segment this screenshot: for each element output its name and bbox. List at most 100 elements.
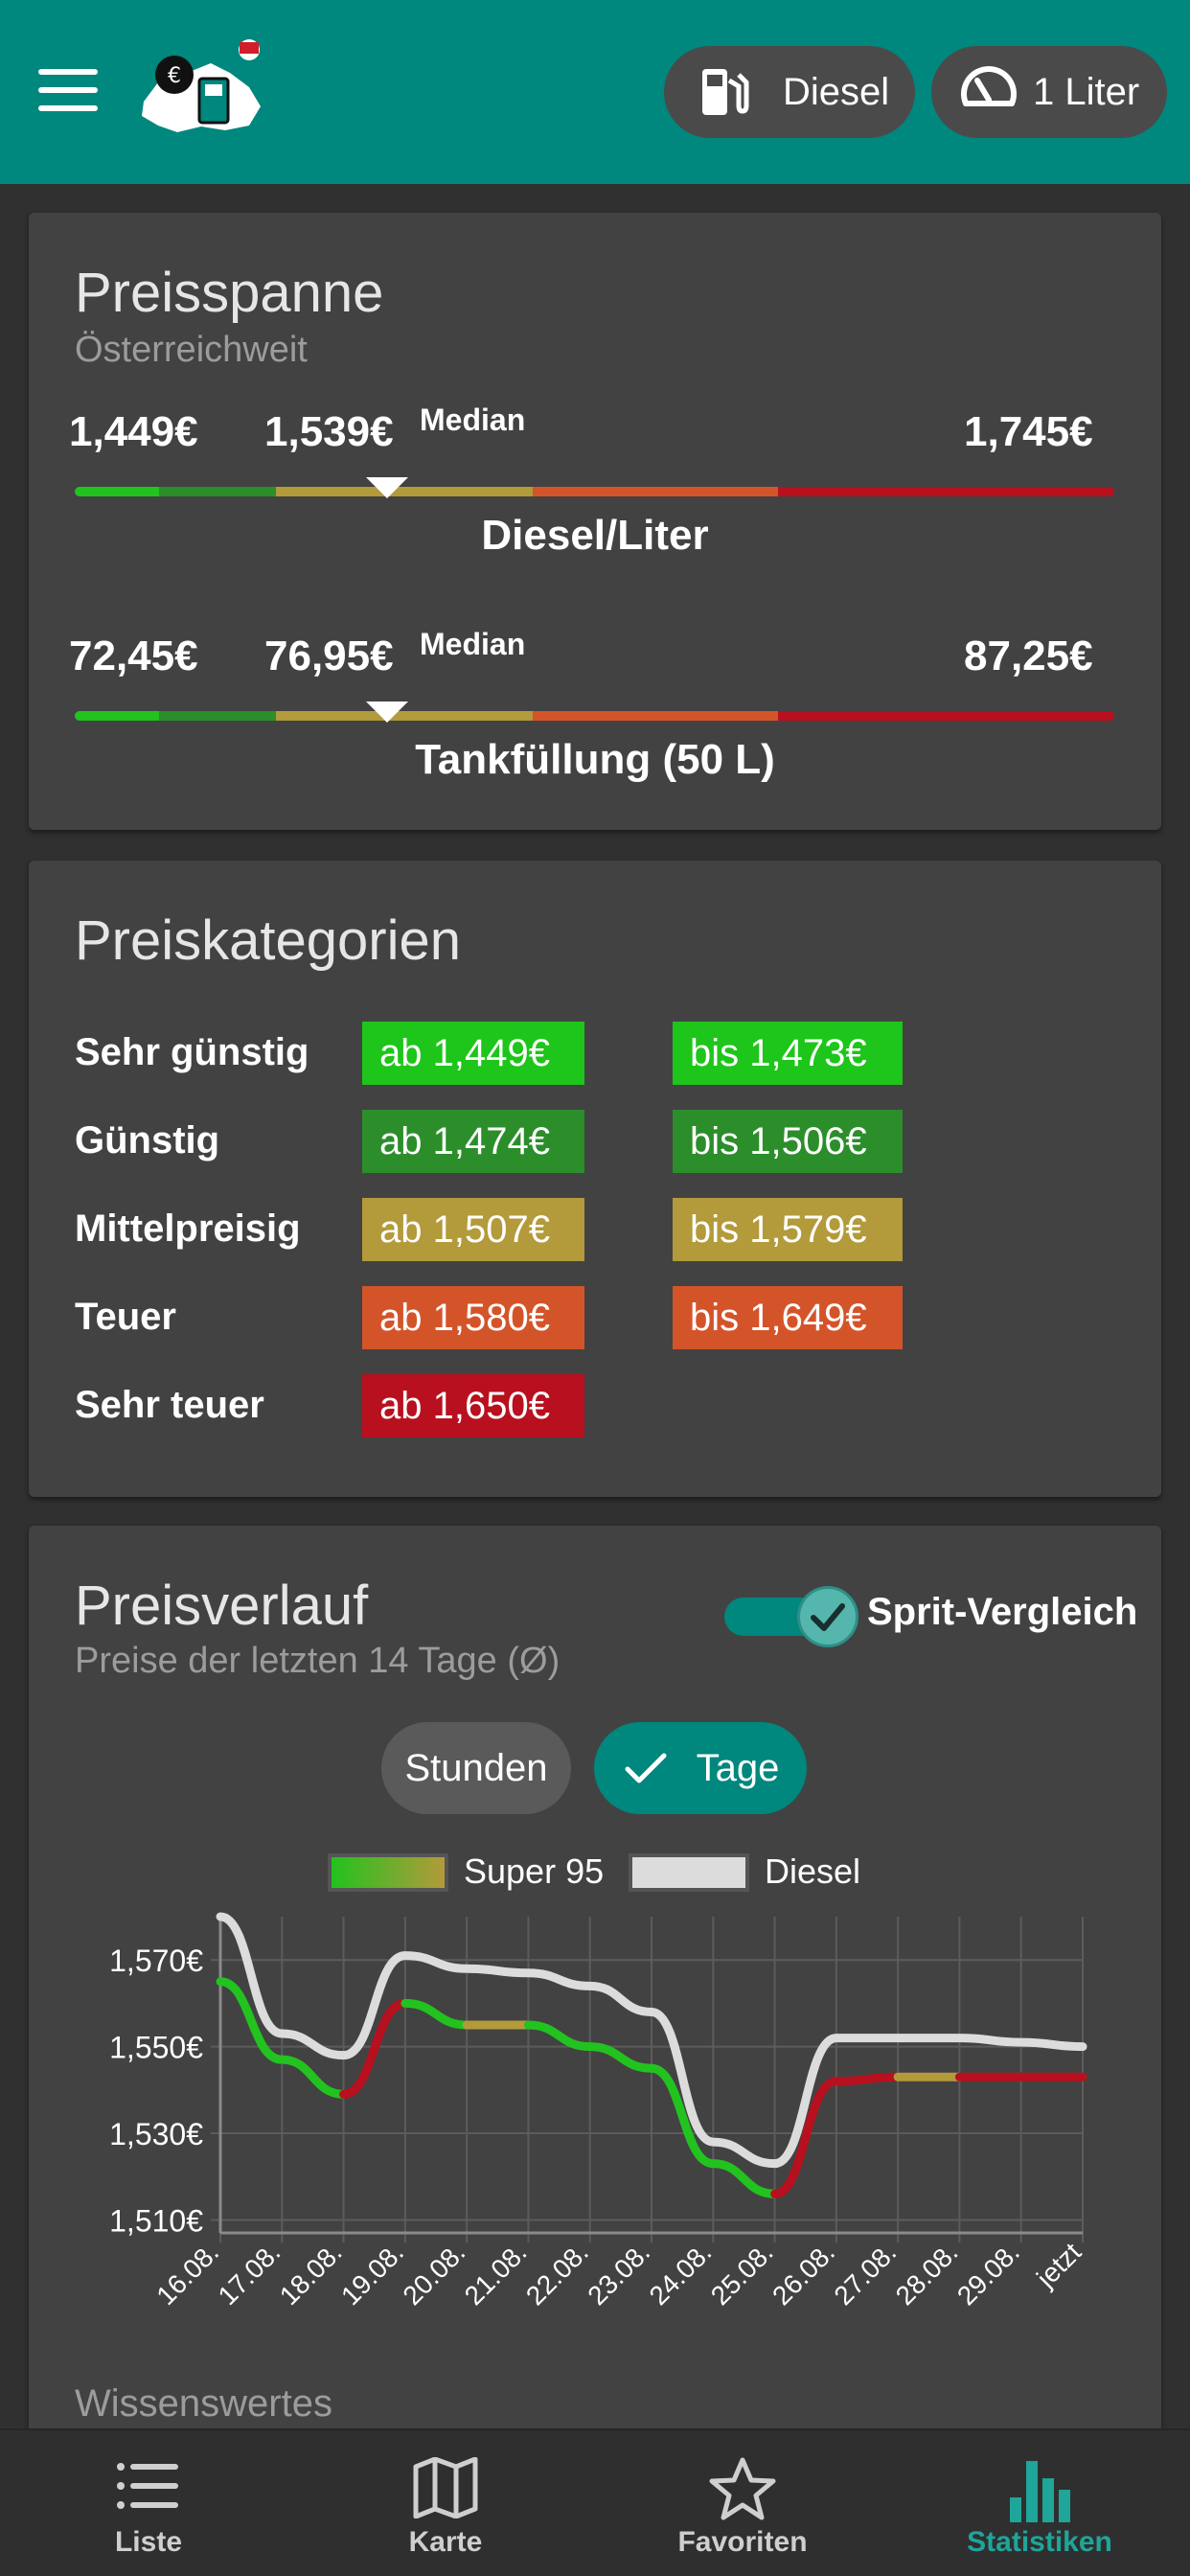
liter-price-bar — [75, 487, 1114, 496]
history-title: Preisverlauf — [75, 1575, 369, 1637]
y-tick-label: 1,570€ — [109, 1944, 203, 1978]
x-tick-label: 21.08. — [459, 2237, 533, 2311]
category-to-chip: bis 1,579€ — [673, 1198, 903, 1261]
check-icon — [625, 1753, 667, 1783]
days-segment-button[interactable]: Tage — [594, 1722, 807, 1814]
price-history-chart: 1,570€ 1,550€ 1,530€ 1,510€16.08.17.08.18.0… — [109, 1912, 1087, 2311]
svg-text:€: € — [168, 64, 181, 88]
x-tick-label: 22.08. — [520, 2237, 594, 2311]
tank-min-price: 72,45€ — [69, 632, 198, 679]
series-line-super95 — [400, 1998, 471, 2030]
category-label: Teuer — [75, 1296, 176, 1338]
category-from-chip: ab 1,474€ — [362, 1110, 584, 1173]
price-span-title: Preisspanne — [75, 262, 384, 324]
fuel-pump-icon — [702, 69, 749, 115]
tank-bar-label: Tankfüllung (50 L) — [415, 736, 775, 783]
y-tick-label: 1,550€ — [109, 2031, 203, 2065]
categories-title: Preiskategorien — [75, 909, 461, 972]
x-tick-label: 28.08. — [890, 2237, 964, 2311]
nav-item-liste[interactable]: Liste — [0, 2430, 297, 2576]
x-tick-label: 17.08. — [213, 2237, 286, 2311]
legend-label-diesel: Diesel — [765, 1852, 861, 1891]
tank-median-price: 76,95€ — [264, 632, 394, 679]
series-line-super95 — [216, 1977, 286, 2064]
x-tick-label: 25.08. — [705, 2237, 779, 2311]
category-label: Sehr günstig — [75, 1031, 309, 1073]
y-tick-label: 1,510€ — [109, 2203, 203, 2238]
unit-selector-button[interactable]: 1 Liter — [931, 46, 1167, 138]
price-span-subtitle: Österreichweit — [75, 330, 308, 370]
liter-bar-label: Diesel/Liter — [481, 512, 709, 559]
check-icon — [811, 1603, 845, 1631]
fuel-compare-toggle[interactable] — [797, 1586, 858, 1647]
category-from-chip: ab 1,507€ — [362, 1198, 584, 1261]
series-line-super95 — [770, 2077, 841, 2198]
x-tick-label: 19.08. — [335, 2237, 409, 2311]
unit-label: 1 Liter — [1033, 70, 1140, 113]
category-label: Sehr teuer — [75, 1384, 264, 1426]
category-to-chip: bis 1,506€ — [673, 1110, 903, 1173]
category-to-chip: bis 1,649€ — [673, 1286, 903, 1349]
fuel-compare-label: Sprit-Vergleich — [867, 1591, 1138, 1633]
nav-label: Liste — [114, 2526, 183, 2558]
x-tick-label: 26.08. — [767, 2237, 840, 2311]
legend-label-super: Super 95 — [464, 1852, 605, 1891]
nav-label: Statistiken — [967, 2526, 1112, 2558]
liter-max-price: 1,745€ — [964, 408, 1093, 455]
category-from-chip: ab 1,580€ — [362, 1286, 584, 1349]
bottom-navigation: Liste Karte Favoriten Statistiken — [0, 2428, 1190, 2576]
x-tick-label: 27.08. — [828, 2237, 902, 2311]
category-from-chip: ab 1,449€ — [362, 1022, 584, 1085]
fuel-selector-button[interactable]: Diesel — [664, 46, 915, 138]
x-tick-label: 23.08. — [582, 2237, 655, 2311]
hours-segment-button[interactable]: Stunden — [381, 1722, 571, 1814]
nav-label: Karte — [408, 2526, 483, 2558]
map-icon — [413, 2457, 478, 2518]
series-line-super95 — [585, 2042, 656, 2073]
price-span-card: Preisspanne Österreichweit 1,449€ 1,539€… — [29, 213, 1161, 830]
tank-median-label: Median — [420, 627, 526, 661]
legend-swatch-diesel — [629, 1853, 749, 1892]
series-line-super95 — [832, 2072, 903, 2086]
nav-label: Favoriten — [677, 2526, 808, 2558]
menu-icon[interactable] — [38, 69, 98, 113]
legend-swatch-super — [328, 1853, 448, 1892]
tank-median-marker — [366, 702, 408, 723]
app-logo: € — [142, 39, 261, 132]
liter-median-label: Median — [420, 402, 526, 437]
speedometer-icon — [961, 66, 1017, 106]
hours-segment-label: Stunden — [404, 1746, 548, 1789]
nav-item-favoriten[interactable]: Favoriten — [594, 2430, 891, 2576]
nav-item-statistiken[interactable]: Statistiken — [891, 2430, 1188, 2576]
fuel-label: Diesel — [783, 70, 890, 113]
list-icon — [117, 2463, 178, 2509]
series-line-super95 — [523, 2020, 595, 2052]
tank-max-price: 87,25€ — [964, 632, 1093, 679]
series-line-super95 — [708, 2159, 780, 2198]
category-from-chip: ab 1,650€ — [362, 1374, 584, 1438]
x-tick-label: 29.08. — [951, 2237, 1025, 2311]
category-label: Mittelpreisig — [75, 1208, 301, 1250]
category-to-chip: bis 1,473€ — [673, 1022, 903, 1085]
series-line-super95 — [647, 2063, 718, 2169]
bar-chart-icon — [1010, 2461, 1070, 2522]
days-segment-label: Tage — [696, 1746, 780, 1789]
category-label: Günstig — [75, 1119, 220, 1162]
x-tick-label: jetzt — [1030, 2237, 1087, 2293]
x-tick-label: 24.08. — [644, 2237, 718, 2311]
price-history-card: Preisverlauf Preise der letzten 14 Tage … — [29, 1526, 1161, 2484]
nav-item-karte[interactable]: Karte — [297, 2430, 594, 2576]
wissenswertes-heading: Wissenswertes — [75, 2382, 332, 2425]
series-line-super95 — [339, 1998, 410, 2099]
x-tick-label: 16.08. — [150, 2237, 224, 2311]
history-subtitle: Preise der letzten 14 Tage (Ø) — [75, 1641, 561, 1681]
series-line-super95 — [277, 2055, 349, 2099]
star-icon — [709, 2457, 776, 2520]
y-tick-label: 1,530€ — [109, 2117, 203, 2151]
liter-median-marker — [366, 477, 408, 498]
app-header: € Diesel 1 Liter — [0, 0, 1190, 184]
liter-median-price: 1,539€ — [264, 408, 394, 455]
x-tick-label: 18.08. — [274, 2237, 348, 2311]
liter-min-price: 1,449€ — [69, 408, 198, 455]
price-categories-card: Preiskategorien Sehr günstig ab 1,449€ b… — [29, 861, 1161, 1497]
